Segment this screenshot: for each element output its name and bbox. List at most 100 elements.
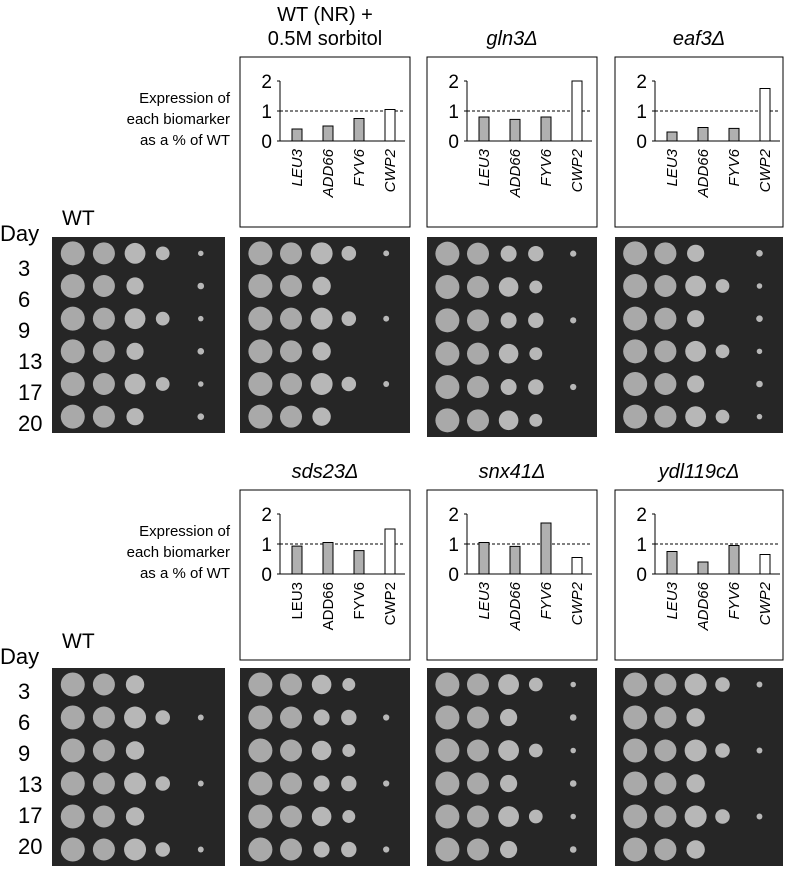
colony-spot — [435, 341, 460, 366]
y-tick-label: 0 — [261, 132, 272, 153]
colony-spot — [715, 344, 730, 359]
colony-spot — [686, 840, 705, 859]
colony-spot — [435, 837, 460, 862]
colony-spot — [498, 740, 519, 761]
colony-spot — [623, 705, 648, 730]
y-tick-label: 2 — [448, 72, 459, 93]
chart-title: snx41Δ — [479, 461, 546, 483]
expression-label: as a % of WT — [140, 565, 230, 582]
colony-spot — [435, 408, 460, 433]
chart-title: WT (NR) + — [277, 4, 373, 26]
colony-spot — [92, 838, 115, 861]
expression-label: each biomarker — [127, 111, 230, 128]
colony-spot — [125, 675, 145, 694]
colony-spot — [654, 739, 677, 762]
bar — [384, 528, 396, 575]
colony-spot — [756, 413, 763, 420]
colony-spot — [623, 738, 648, 763]
y-tick-label: 2 — [261, 72, 272, 93]
category-label: ADD66 — [695, 581, 712, 631]
colony-spot — [60, 837, 85, 862]
bar — [666, 131, 678, 142]
bar — [353, 550, 365, 575]
colony-spot — [126, 342, 144, 360]
bar — [291, 128, 303, 142]
bar — [728, 545, 740, 575]
colony-spot — [248, 672, 273, 697]
colony-spot — [383, 315, 390, 322]
day-label: 6 — [18, 710, 30, 735]
colony-spot — [435, 771, 460, 796]
colony-spot — [623, 306, 648, 331]
colony-spot — [341, 376, 357, 392]
bar — [478, 116, 490, 142]
colony-spot — [654, 307, 677, 330]
colony-spot — [467, 805, 489, 828]
bar — [509, 118, 521, 142]
colony-spot — [569, 714, 577, 721]
colony-spot — [654, 706, 677, 729]
colony-spot — [467, 376, 489, 398]
colony-spot — [435, 308, 460, 333]
colony-spot — [498, 674, 519, 695]
colony-spot — [60, 771, 85, 796]
chart-box — [614, 56, 784, 228]
plate-image — [615, 668, 783, 866]
colony-spot — [92, 340, 115, 363]
colony-spot — [467, 342, 489, 365]
colony-spot — [435, 705, 460, 730]
colony-spot — [280, 772, 302, 795]
y-tick-label: 1 — [636, 535, 647, 556]
colony-spot — [467, 706, 489, 729]
colony-spot — [197, 846, 204, 853]
colony-spot — [125, 741, 145, 760]
colony-spot — [280, 673, 302, 696]
colony-spot — [341, 841, 357, 858]
colony-spot — [467, 409, 489, 432]
colony-spot — [60, 672, 85, 697]
colony-spot — [623, 804, 648, 829]
category-label: CWP2 — [757, 581, 774, 625]
y-tick-label: 2 — [636, 72, 647, 93]
colony-spot — [280, 739, 302, 762]
colony-spot — [528, 379, 544, 395]
day-header: Day — [0, 221, 39, 246]
bar — [728, 127, 740, 142]
colony-spot — [60, 705, 85, 730]
colony-spot — [311, 806, 332, 827]
plate-image — [240, 237, 410, 433]
colony-spot — [310, 373, 333, 395]
bar — [759, 88, 771, 142]
chart-box — [426, 56, 598, 228]
colony-spot — [529, 280, 543, 294]
colony-spot — [155, 776, 170, 791]
plate-image — [427, 237, 597, 437]
colony-spot — [654, 373, 677, 395]
colony-spot — [342, 810, 356, 823]
colony-spot — [92, 706, 115, 729]
category-label: LEU3 — [476, 148, 493, 186]
colony-spot — [342, 678, 356, 691]
chart-box — [614, 489, 784, 661]
category-label: LEU3 — [289, 148, 306, 186]
colony-spot — [686, 708, 705, 727]
category-label: ADD66 — [320, 148, 337, 198]
colony-spot — [685, 275, 707, 297]
colony-spot — [155, 246, 170, 261]
colony-spot — [500, 379, 517, 395]
colony-spot — [500, 245, 517, 262]
colony-spot — [654, 673, 677, 696]
colony-spot — [687, 310, 705, 328]
colony-spot — [528, 809, 543, 824]
category-label: ADD66 — [320, 582, 337, 630]
colony-spot — [248, 738, 273, 763]
bar — [540, 116, 552, 142]
category-label: FYV6 — [351, 148, 368, 186]
colony-spot — [498, 806, 519, 827]
colony-spot — [654, 805, 677, 828]
colony-spot — [248, 804, 273, 829]
colony-spot — [570, 250, 577, 257]
category-label: ADD66 — [695, 148, 712, 198]
chart-title: gln3Δ — [486, 28, 537, 50]
bar — [571, 80, 583, 142]
